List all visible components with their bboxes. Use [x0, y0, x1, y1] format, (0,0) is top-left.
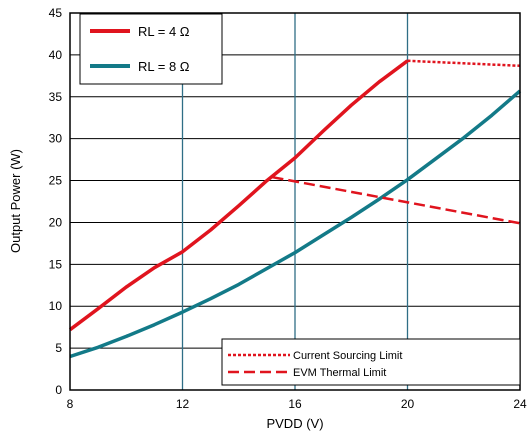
legend-label-current-limit: Current Sourcing Limit — [293, 350, 402, 362]
legend-top: RL = 4 Ω RL = 8 Ω — [79, 13, 223, 85]
x-tick-label-1: 12 — [176, 397, 190, 411]
legend-bottom-box — [221, 338, 521, 386]
y-tick-label-4: 20 — [49, 215, 63, 229]
series-lines — [68, 59, 522, 359]
legend-top-box — [79, 13, 223, 85]
y-tick-label-3: 15 — [49, 257, 63, 271]
y-tick-label-9: 45 — [49, 6, 63, 20]
series-line-1 — [69, 89, 522, 359]
x-axis-label: PVDD (V) — [266, 416, 323, 431]
series-line-2 — [407, 59, 521, 68]
y-tick-label-0: 0 — [55, 383, 62, 397]
y-tick-label-2: 10 — [49, 299, 63, 313]
x-tick-label-0: 8 — [67, 397, 74, 411]
y-tick-label-8: 40 — [49, 48, 63, 62]
legend-label-thermal-limit: EVM Thermal Limit — [293, 367, 386, 379]
series-line-0 — [68, 59, 409, 332]
legend-label-rl8: RL = 8 Ω — [138, 59, 190, 74]
tick-labels: 8 12 16 20 24 0 5 10 15 20 25 30 35 40 45 — [49, 6, 527, 411]
y-tick-label-7: 35 — [49, 90, 63, 104]
y-tick-label-6: 30 — [49, 132, 63, 146]
y-axis-label: Output Power (W) — [8, 149, 23, 253]
y-tick-label-1: 5 — [55, 341, 62, 355]
x-tick-label-2: 16 — [288, 397, 302, 411]
legend-bottom: Current Sourcing Limit EVM Thermal Limit — [221, 338, 521, 386]
x-tick-label-4: 24 — [513, 397, 527, 411]
plot-frame — [69, 12, 521, 391]
y-tick-label-5: 25 — [49, 174, 63, 188]
legend-label-rl4: RL = 4 Ω — [138, 24, 190, 39]
x-tick-label-3: 20 — [401, 397, 415, 411]
series-line-3 — [272, 175, 521, 225]
